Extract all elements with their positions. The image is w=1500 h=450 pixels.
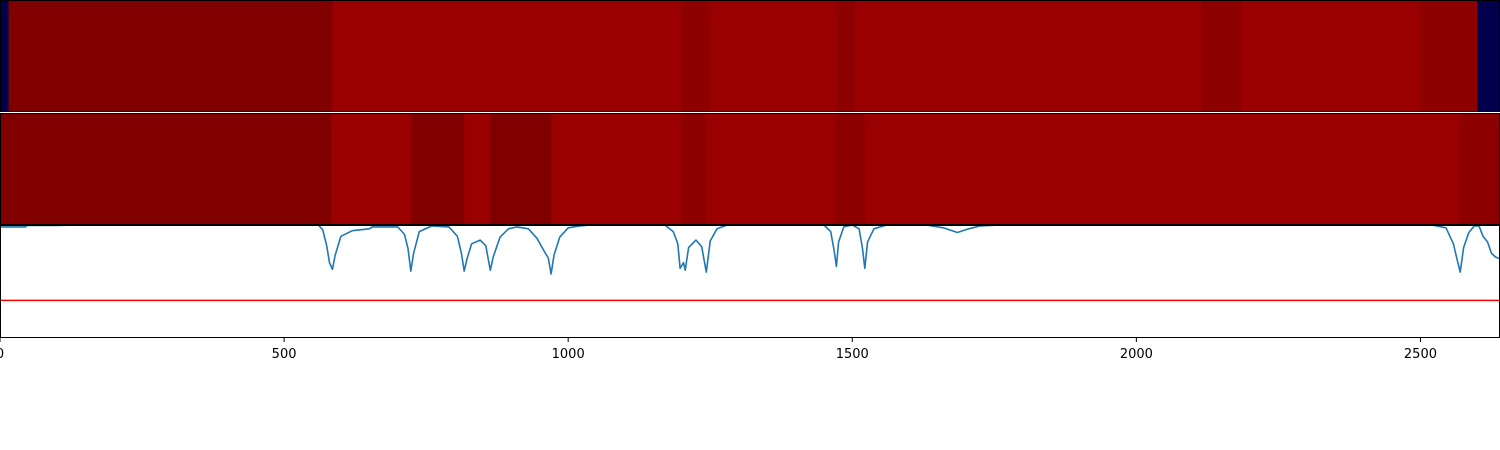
x-tick-label-0: 0 — [0, 347, 4, 362]
x-tick-label-2: 1000 — [552, 347, 585, 362]
heatmap-segment-2 — [332, 0, 683, 112]
heatmap-segment-8 — [1241, 0, 1421, 112]
heatmap-segment-0 — [0, 113, 332, 225]
heatmap-segment-5 — [551, 113, 683, 225]
x-tick-label-5: 2500 — [1404, 347, 1437, 362]
heatmap-segment-5 — [836, 0, 856, 112]
heatmap-segment-6 — [681, 113, 707, 225]
heatmap-segment-9 — [1420, 0, 1478, 112]
heatmap-segment-8 — [835, 113, 866, 225]
heatmap-segment-10 — [1460, 113, 1500, 225]
x-axis: 0 500 1000 1500 2000 2500 — [0, 338, 1437, 362]
line-plot-panel — [0, 224, 1500, 338]
heatmap-segment-3 — [681, 0, 710, 112]
heatmap-segment-7 — [706, 113, 836, 225]
heatmap-segment-10 — [1477, 0, 1500, 112]
heatmap-segment-4 — [490, 113, 552, 225]
heatmap-segment-1 — [331, 113, 412, 225]
heatmap-segment-7 — [1201, 0, 1242, 112]
x-tick-label-4: 2000 — [1120, 347, 1153, 362]
series-line-0 — [0, 224, 1500, 275]
line-plot-background — [0, 225, 1500, 338]
x-tick-label-1: 500 — [272, 347, 297, 362]
heatmap-segment-3 — [464, 113, 491, 225]
heatmap-segment-9 — [864, 113, 1461, 225]
heatmap-segment-0 — [0, 0, 10, 112]
heatmap-segment-6 — [855, 0, 1203, 112]
heatmap-panel-middle — [0, 113, 1500, 225]
heatmap-segment-4 — [709, 0, 837, 112]
heatmap-segment-2 — [410, 113, 465, 225]
heatmap-segment-1 — [8, 0, 333, 112]
heatmap-panel-top — [0, 0, 1500, 112]
x-tick-label-3: 1500 — [836, 347, 869, 362]
